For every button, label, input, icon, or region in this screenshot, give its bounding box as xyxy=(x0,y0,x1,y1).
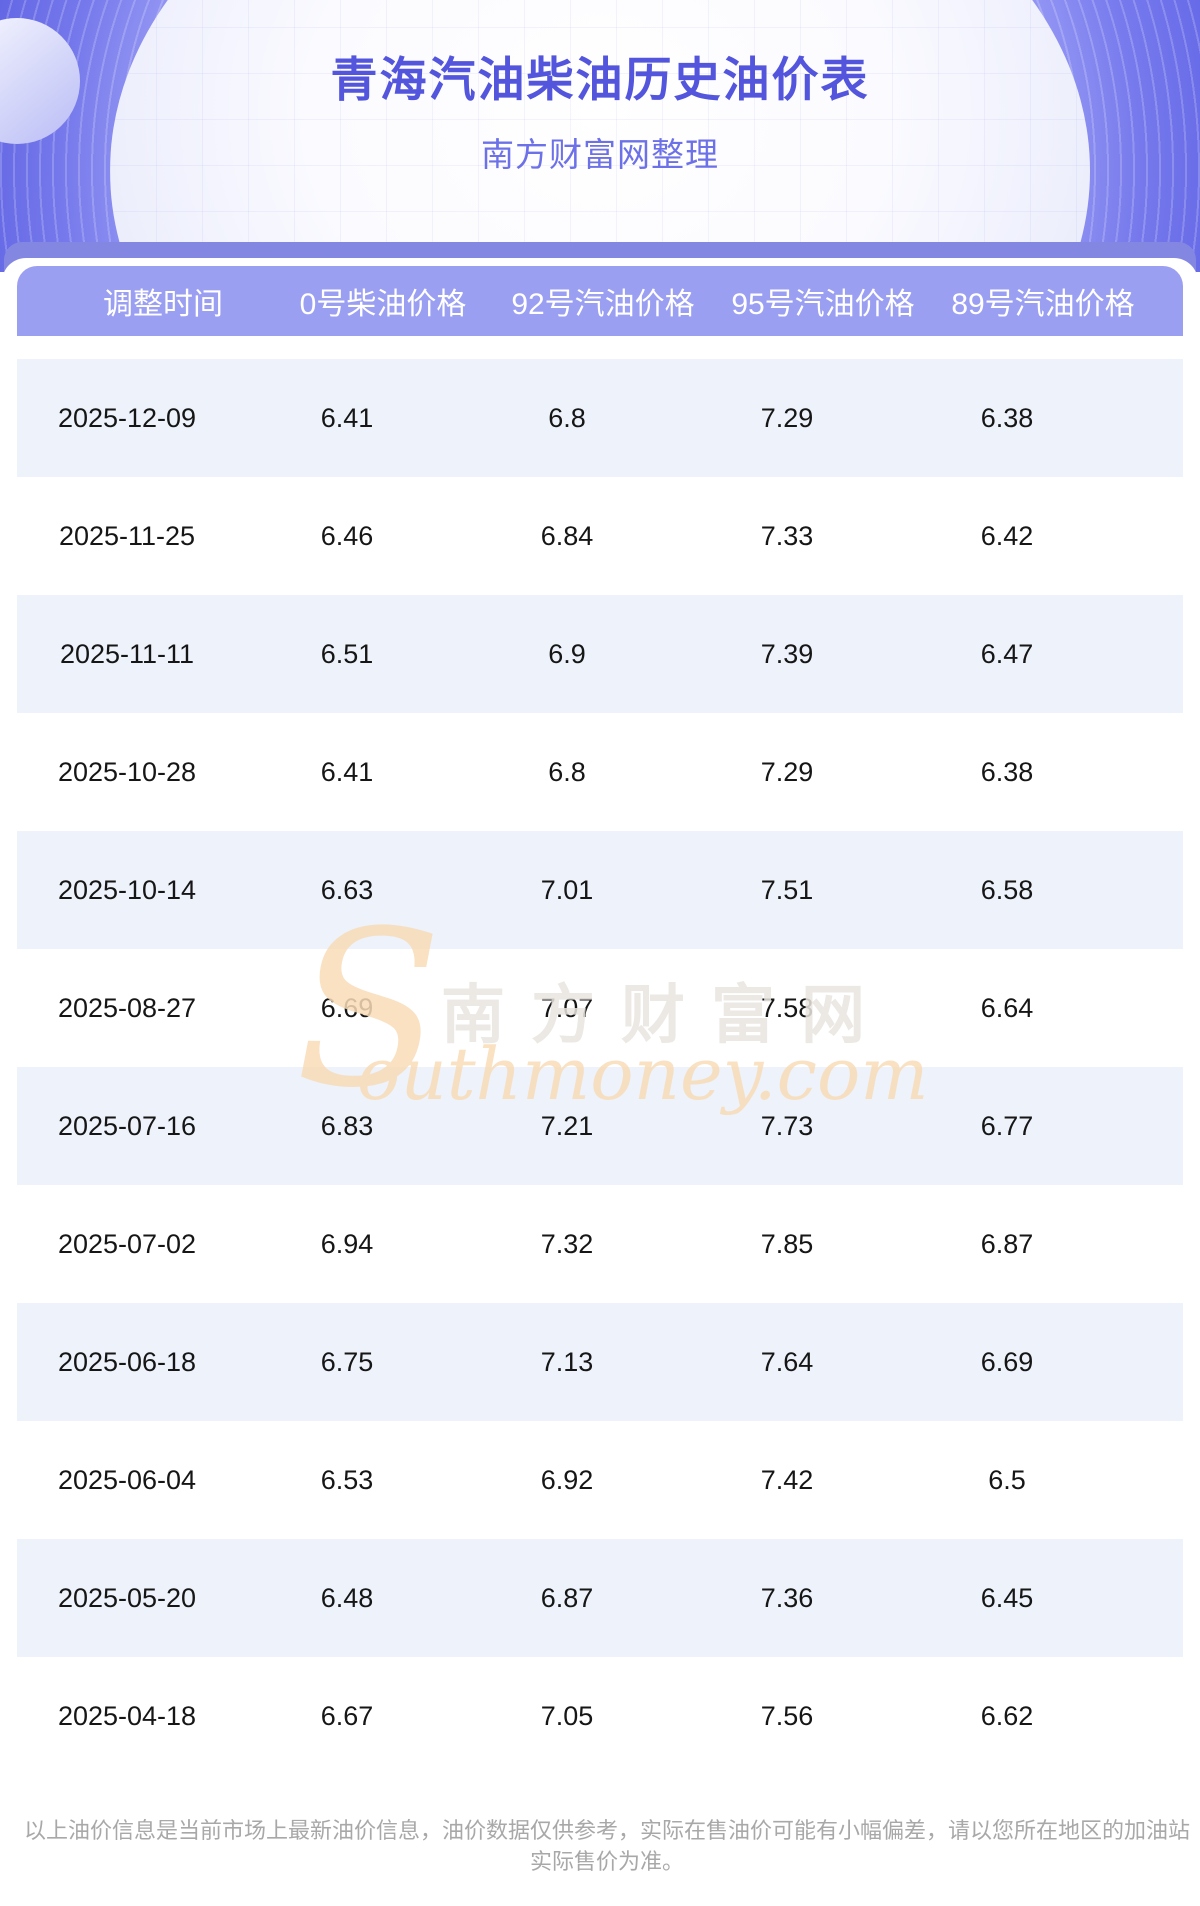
table-cell: 6.69 xyxy=(320,992,374,1023)
table-cell: 2025-10-14 xyxy=(57,874,197,905)
table-cell: 2025-07-16 xyxy=(57,1110,197,1141)
table-row: 2025-10-28 6.41 6.8 7.29 6.38 xyxy=(17,713,1183,831)
column-header-gas89: 89号汽油价格 xyxy=(951,288,1135,321)
table-row: 2025-10-14 6.63 7.01 7.51 6.58 xyxy=(17,831,1183,949)
table-header: 调整时间 0号柴油价格 92号汽油价格 95号汽油价格 89号汽油价格 xyxy=(17,266,1183,336)
table-cell: 2025-06-18 xyxy=(57,1346,197,1377)
table-cell: 6.41 xyxy=(320,402,374,433)
table-cell: 2025-07-02 xyxy=(57,1228,197,1259)
table-cell: 6.48 xyxy=(320,1582,374,1613)
page-title: 青海汽油柴油历史油价表 xyxy=(330,53,870,106)
table-cell: 2025-08-27 xyxy=(57,992,197,1023)
table-cell: 6.42 xyxy=(980,520,1034,551)
table-cell: 7.05 xyxy=(540,1700,594,1731)
table-cell: 2025-12-09 xyxy=(57,402,197,433)
table-cell: 6.87 xyxy=(540,1582,594,1613)
table-cell: 6.46 xyxy=(320,520,374,551)
table-cell: 6.77 xyxy=(980,1110,1034,1141)
table-cell: 6.92 xyxy=(540,1464,594,1495)
table-cell: 7.58 xyxy=(760,992,814,1023)
table-row: 2025-12-09 6.41 6.8 7.29 6.38 xyxy=(17,359,1183,477)
table-row: 2025-06-04 6.53 6.92 7.42 6.5 xyxy=(17,1421,1183,1539)
column-header-diesel0: 0号柴油价格 xyxy=(299,288,467,321)
table-body: 2025-12-09 6.41 6.8 7.29 6.38 2025-11-25 6.46 6… xyxy=(17,359,1183,1775)
table-cell: 7.56 xyxy=(760,1700,814,1731)
column-header-gas92: 92号汽油价格 xyxy=(511,288,695,321)
table-cell: 6.45 xyxy=(980,1582,1034,1613)
table-cell: 6.94 xyxy=(320,1228,374,1259)
table-row: 2025-07-16 6.83 7.21 7.73 6.77 xyxy=(17,1067,1183,1185)
table-cell: 6.8 xyxy=(548,402,586,433)
table-cell: 7.32 xyxy=(540,1228,594,1259)
table-cell: 6.47 xyxy=(980,638,1034,669)
table-cell: 7.29 xyxy=(760,756,814,787)
table-cell: 2025-04-18 xyxy=(57,1700,197,1731)
table-cell: 6.63 xyxy=(320,874,374,905)
table-cell: 7.42 xyxy=(760,1464,814,1495)
table-cell: 7.33 xyxy=(760,520,814,551)
table-cell: 6.58 xyxy=(980,874,1034,905)
table-row: 2025-06-18 6.75 7.13 7.64 6.69 xyxy=(17,1303,1183,1421)
table-row: 2025-05-20 6.48 6.87 7.36 6.45 xyxy=(17,1539,1183,1657)
table-cell: 7.51 xyxy=(760,874,814,905)
table-row: 2025-07-02 6.94 7.32 7.85 6.87 xyxy=(17,1185,1183,1303)
table-cell: 2025-10-28 xyxy=(57,756,197,787)
oil-price-card: 调整时间 0号柴油价格 92号汽油价格 95号汽油价格 89号汽油价格 2025… xyxy=(2,258,1198,1906)
table-cell: 6.38 xyxy=(980,402,1034,433)
table-row: 2025-08-27 6.69 7.07 7.58 6.64 xyxy=(17,949,1183,1067)
table-cell: 7.73 xyxy=(760,1110,814,1141)
table-cell: 6.53 xyxy=(320,1464,374,1495)
table-cell: 7.85 xyxy=(760,1228,814,1259)
table-row: 2025-11-11 6.51 6.9 7.39 6.47 xyxy=(17,595,1183,713)
table-cell: 2025-11-25 xyxy=(58,520,196,551)
table-cell: 7.29 xyxy=(760,402,814,433)
hero-banner: 青海汽油柴油历史油价表 南方财富网整理 xyxy=(0,0,1200,272)
table-cell: 2025-11-11 xyxy=(59,638,195,669)
table-cell: 6.67 xyxy=(320,1700,374,1731)
table-cell: 6.41 xyxy=(320,756,374,787)
table-cell: 6.87 xyxy=(980,1228,1034,1259)
table-row: 2025-04-18 6.67 7.05 7.56 6.62 xyxy=(17,1657,1183,1775)
table-cell: 7.07 xyxy=(540,992,594,1023)
table-cell: 7.21 xyxy=(540,1110,594,1141)
table-cell: 6.8 xyxy=(548,756,586,787)
table-cell: 6.83 xyxy=(320,1110,374,1141)
table-cell: 7.13 xyxy=(540,1346,594,1377)
table-cell: 7.39 xyxy=(760,638,814,669)
table-cell: 7.36 xyxy=(760,1582,814,1613)
table-cell: 6.9 xyxy=(548,638,586,669)
column-header-date: 调整时间 xyxy=(103,288,223,321)
table-cell: 6.64 xyxy=(980,992,1034,1023)
table-cell: 6.62 xyxy=(980,1700,1034,1731)
table-cell: 7.01 xyxy=(540,874,594,905)
table-cell: 7.64 xyxy=(760,1346,814,1377)
table-cell: 6.84 xyxy=(540,520,594,551)
table-cell: 6.69 xyxy=(980,1346,1034,1377)
disclaimer-text: 以上油价信息是当前市场上最新油价信息，油价数据仅供参考，实际在售油价可能有小幅偏… xyxy=(23,1818,1190,1874)
blob-decoration xyxy=(110,0,1090,272)
table-row: 2025-11-25 6.46 6.84 7.33 6.42 xyxy=(17,477,1183,595)
table-cell: 6.51 xyxy=(320,638,374,669)
table-cell: 6.5 xyxy=(988,1464,1026,1495)
column-header-gas95: 95号汽油价格 xyxy=(731,288,915,321)
table-cell: 2025-05-20 xyxy=(57,1582,197,1613)
table-cell: 6.38 xyxy=(980,756,1034,787)
page-subtitle: 南方财富网整理 xyxy=(481,136,719,173)
table-cell: 2025-06-04 xyxy=(57,1464,197,1495)
table-cell: 6.75 xyxy=(320,1346,374,1377)
